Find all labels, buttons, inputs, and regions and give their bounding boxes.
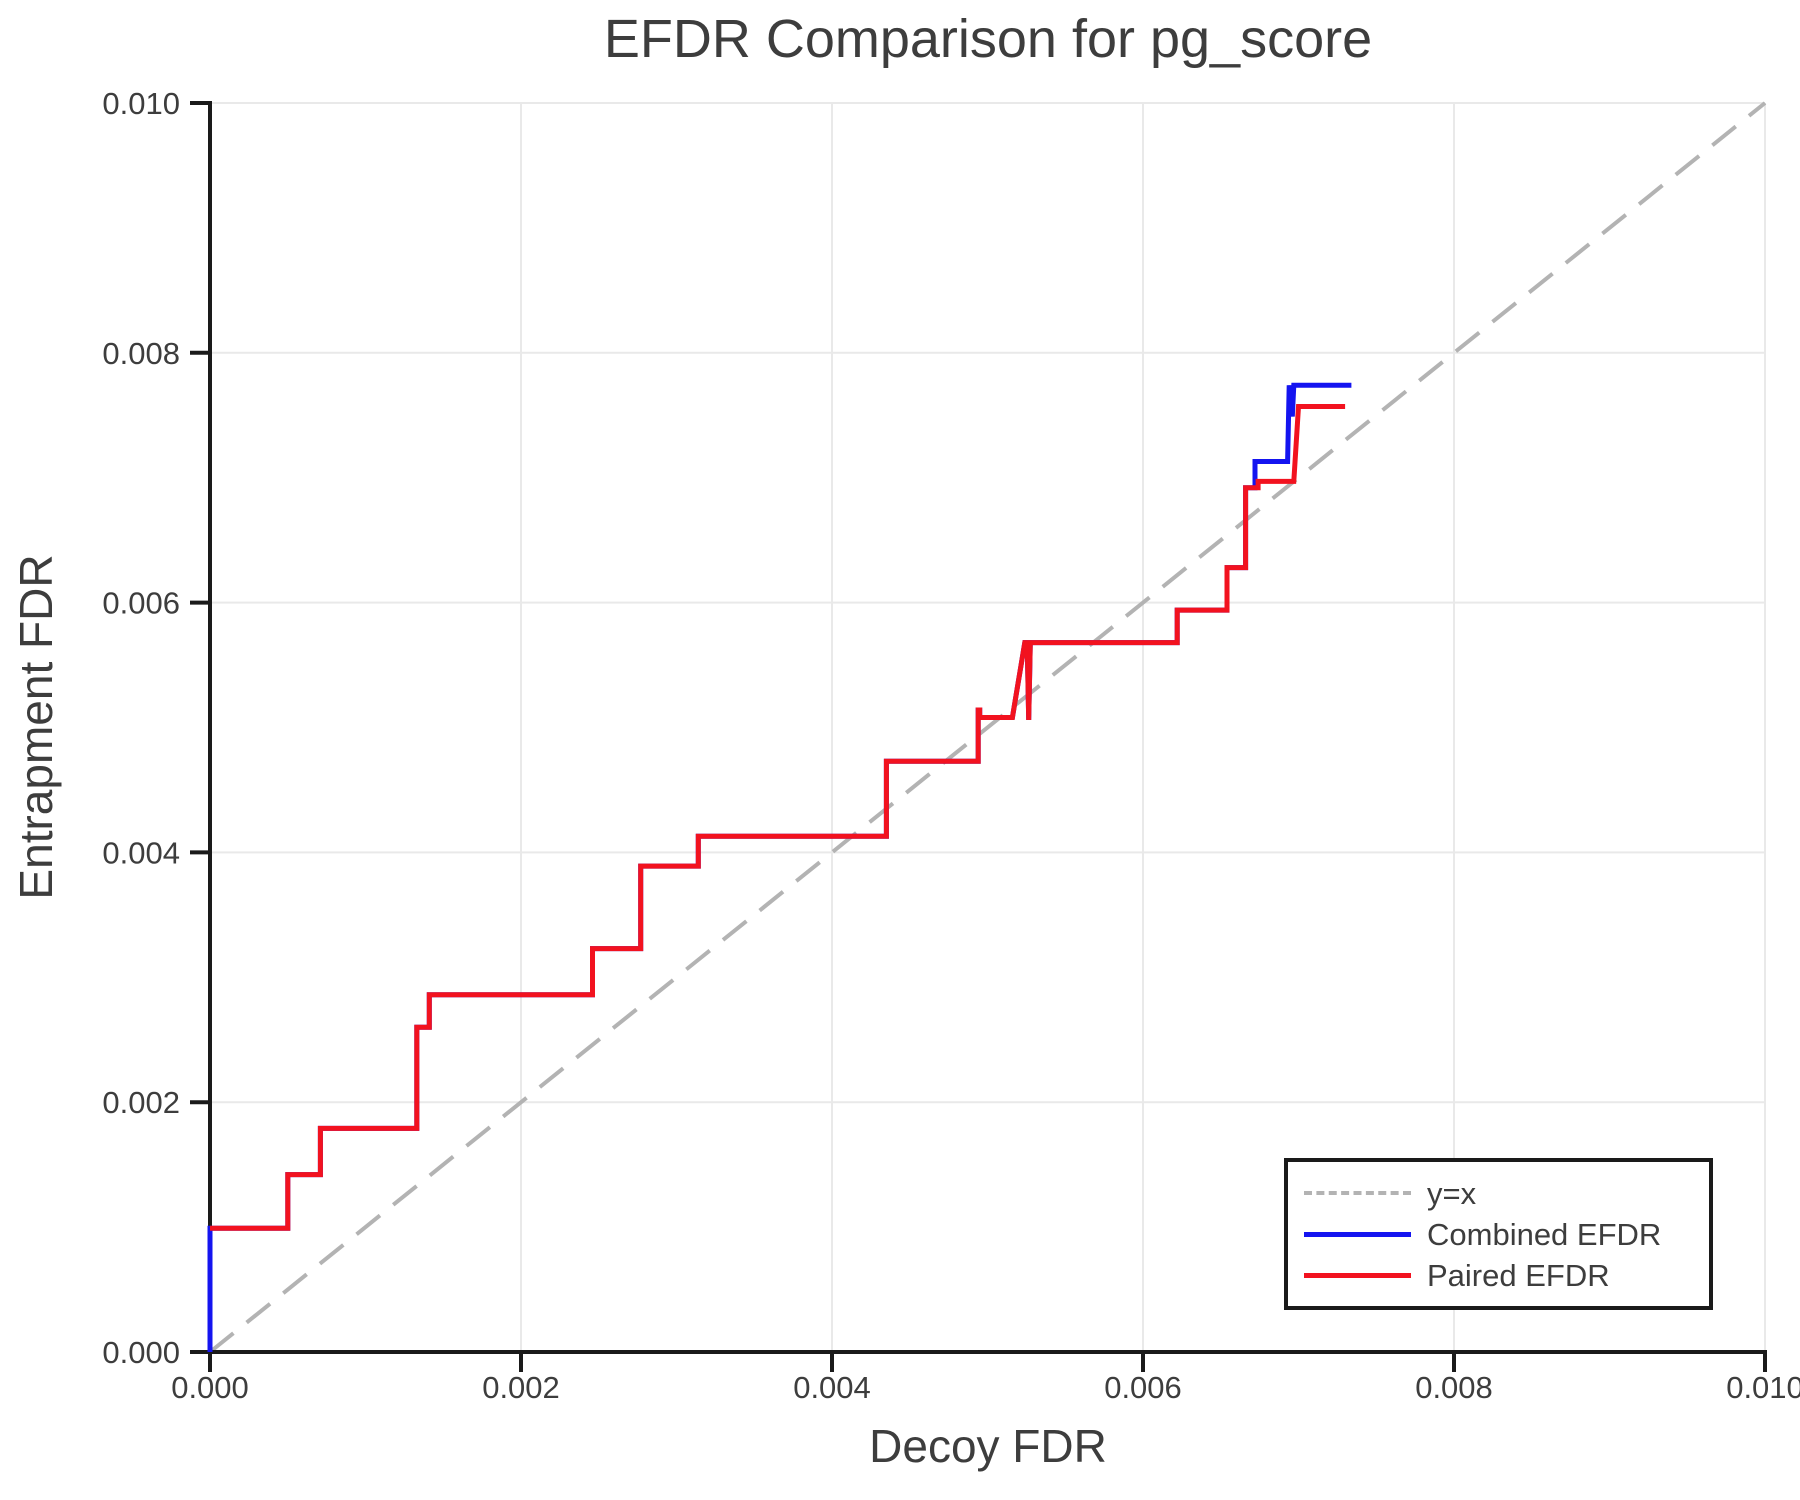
reference-line-layer (208, 101, 1767, 1354)
legend-label: y=x (1427, 1175, 1477, 1211)
y-axis-label: Entrapment FDR (10, 554, 62, 899)
chart-title: EFDR Comparison for pg_score (604, 9, 1372, 69)
legend-line-sample (1304, 1191, 1411, 1195)
x-axis-label: Decoy FDR (869, 1420, 1107, 1472)
legend-line-sample (1304, 1231, 1411, 1237)
y-tick-label: 0.010 (102, 86, 180, 121)
legend: y=x Combined EFDR Paired EFDR (1284, 1158, 1713, 1310)
legend-item-combined-efdr: Combined EFDR (1304, 1214, 1709, 1255)
x-tick-label: 0.004 (793, 1370, 871, 1405)
legend-label: Paired EFDR (1427, 1257, 1610, 1293)
x-tick-label: 0.010 (1726, 1370, 1800, 1405)
y-tick-label: 0.006 (102, 586, 180, 621)
x-tick-label: 0.006 (1104, 1370, 1182, 1405)
series-layer (207, 382, 1352, 1352)
legend-label: Combined EFDR (1427, 1216, 1662, 1252)
y-tick-label: 0.000 (102, 1335, 180, 1370)
x-tick-label: 0.008 (1415, 1370, 1493, 1405)
x-tick-label: 0.000 (171, 1370, 249, 1405)
series-combined-efdr (207, 382, 1352, 1352)
series-y-x (208, 101, 1767, 1354)
x-tick-label: 0.002 (482, 1370, 560, 1405)
tick-label-layer: 0.000 0.002 0.004 0.006 0.008 0.010 0.000 0.002… (102, 86, 1800, 1405)
y-tick-label: 0.008 (102, 336, 180, 371)
legend-line-sample (1304, 1272, 1411, 1278)
axis-layer (190, 101, 1767, 1372)
legend-item-y-x: y=x (1304, 1173, 1709, 1214)
y-tick-label: 0.004 (102, 835, 180, 870)
y-tick-label: 0.002 (102, 1085, 180, 1120)
legend-item-paired-efdr: Paired EFDR (1304, 1255, 1709, 1296)
series-paired-efdr (210, 404, 1346, 1231)
